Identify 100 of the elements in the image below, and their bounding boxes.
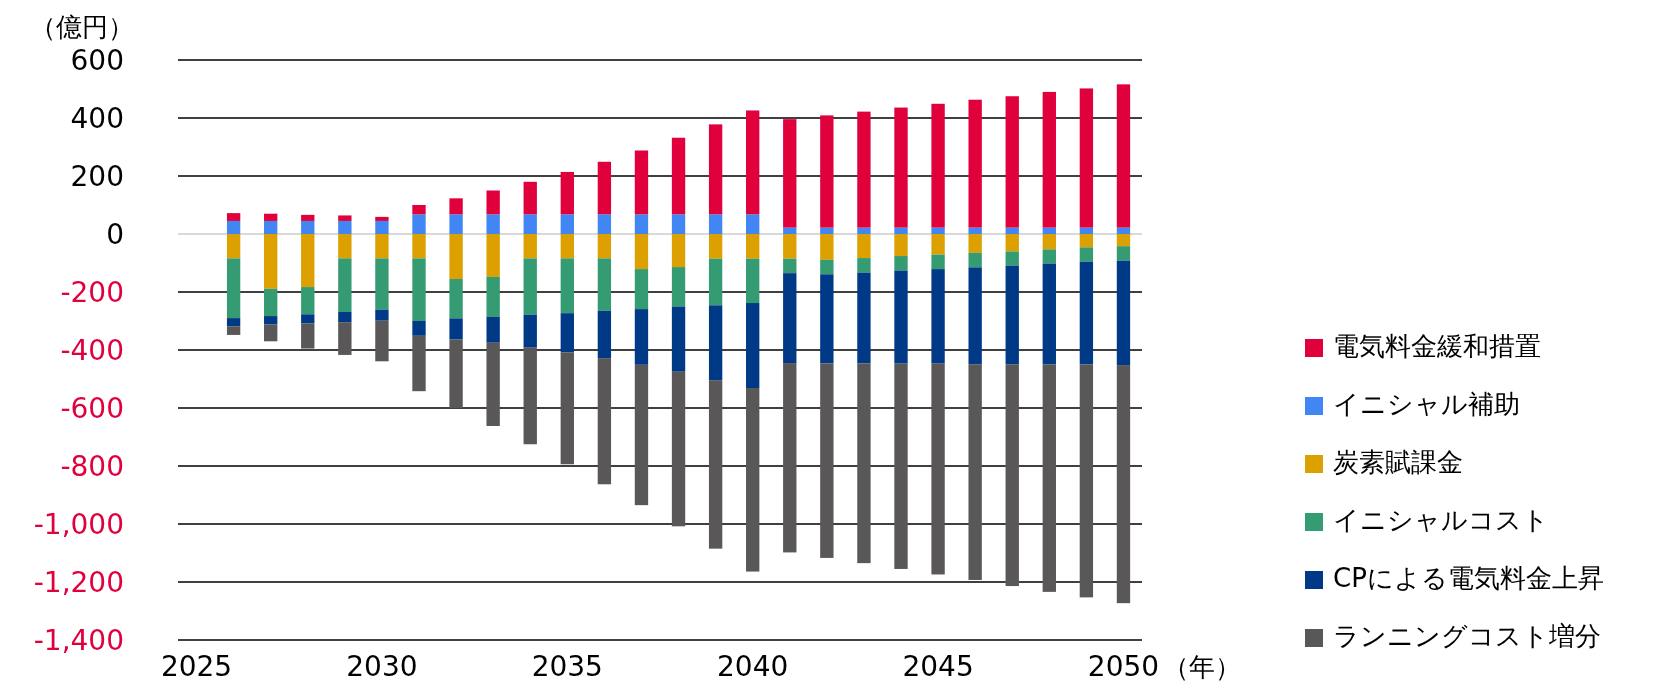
x-tick-label: 2030 bbox=[346, 650, 418, 683]
bar bbox=[226, 220, 241, 234]
bar bbox=[931, 363, 945, 575]
bar bbox=[1005, 227, 1019, 234]
y-tick-label: 200 bbox=[70, 160, 124, 193]
bar bbox=[708, 305, 723, 381]
legend-label: イニシャルコスト bbox=[1333, 505, 1549, 535]
bar bbox=[264, 213, 278, 221]
bar bbox=[560, 352, 574, 465]
bar bbox=[783, 273, 797, 364]
bar bbox=[820, 274, 834, 364]
bar bbox=[338, 220, 352, 234]
bar bbox=[301, 234, 315, 288]
bar bbox=[746, 387, 760, 572]
bar bbox=[671, 234, 686, 268]
bar bbox=[708, 258, 723, 306]
bar bbox=[1116, 260, 1131, 366]
x-tick-label: 2045 bbox=[902, 650, 974, 683]
bar bbox=[560, 171, 574, 215]
legend-label: 炭素賦課金 bbox=[1333, 447, 1463, 477]
bar bbox=[412, 321, 426, 336]
bar bbox=[226, 234, 241, 259]
bar bbox=[597, 310, 612, 359]
y-tick-label: -1,000 bbox=[33, 508, 124, 541]
x-tick-label: 2050 bbox=[1087, 650, 1160, 683]
bar bbox=[857, 272, 871, 364]
bar bbox=[523, 181, 537, 215]
bar bbox=[857, 227, 871, 234]
bar bbox=[226, 213, 241, 221]
bar bbox=[783, 234, 797, 259]
bar bbox=[597, 358, 612, 485]
bar bbox=[671, 371, 686, 527]
bar bbox=[746, 258, 760, 304]
bar bbox=[486, 214, 500, 234]
x-tick-label: 2035 bbox=[531, 650, 603, 683]
bar bbox=[708, 380, 723, 549]
bar bbox=[375, 220, 389, 234]
bar bbox=[708, 234, 723, 259]
bar bbox=[894, 227, 908, 234]
bar bbox=[708, 214, 723, 234]
bar bbox=[264, 316, 278, 325]
bar bbox=[783, 119, 797, 228]
bar bbox=[412, 205, 426, 215]
bar bbox=[523, 258, 537, 315]
bar bbox=[1079, 247, 1094, 262]
bar bbox=[523, 214, 537, 234]
bar bbox=[708, 124, 723, 215]
bar bbox=[931, 234, 945, 255]
x-tick-label: 2040 bbox=[717, 650, 789, 683]
bar bbox=[226, 258, 241, 319]
bar bbox=[264, 234, 278, 289]
bar bbox=[486, 276, 500, 317]
bar bbox=[1116, 84, 1131, 228]
bar bbox=[523, 314, 537, 348]
bar bbox=[1079, 227, 1094, 234]
bar bbox=[1042, 91, 1056, 228]
bar bbox=[301, 323, 315, 349]
bar bbox=[931, 103, 945, 228]
bar bbox=[338, 258, 352, 313]
bar bbox=[968, 267, 982, 365]
bar bbox=[338, 234, 352, 259]
legend-label: イニシャル補助 bbox=[1333, 389, 1520, 419]
bar bbox=[968, 227, 982, 234]
bar bbox=[301, 314, 315, 324]
bar bbox=[1116, 246, 1131, 261]
bar bbox=[412, 258, 426, 321]
bar bbox=[264, 220, 278, 234]
bar bbox=[968, 234, 982, 253]
bar bbox=[449, 339, 463, 408]
bar bbox=[634, 269, 649, 310]
bar bbox=[894, 234, 908, 257]
bar bbox=[597, 214, 612, 234]
bar bbox=[746, 303, 760, 388]
bar bbox=[449, 234, 463, 279]
bar bbox=[486, 234, 500, 277]
bar bbox=[1116, 227, 1131, 234]
bar bbox=[338, 215, 352, 221]
y-tick-label: -800 bbox=[60, 450, 124, 483]
bar bbox=[820, 227, 834, 234]
bar bbox=[968, 99, 982, 228]
bar bbox=[783, 258, 797, 274]
x-tick-label: 2025 bbox=[160, 650, 233, 683]
bar bbox=[1005, 265, 1019, 365]
bar bbox=[1005, 251, 1019, 266]
bar bbox=[486, 190, 500, 215]
bar bbox=[746, 234, 760, 259]
bar bbox=[264, 288, 278, 317]
bar bbox=[857, 234, 871, 259]
y-tick-label: 600 bbox=[70, 44, 124, 77]
bar bbox=[968, 252, 982, 268]
bar bbox=[338, 322, 352, 355]
bar bbox=[894, 256, 908, 271]
bar bbox=[301, 220, 315, 234]
bar bbox=[1005, 234, 1019, 252]
bar bbox=[449, 198, 463, 215]
bar bbox=[1042, 227, 1056, 234]
bar bbox=[560, 313, 574, 353]
bar bbox=[634, 309, 649, 365]
bar bbox=[857, 111, 871, 228]
x-axis-title: （年） bbox=[1163, 652, 1242, 682]
